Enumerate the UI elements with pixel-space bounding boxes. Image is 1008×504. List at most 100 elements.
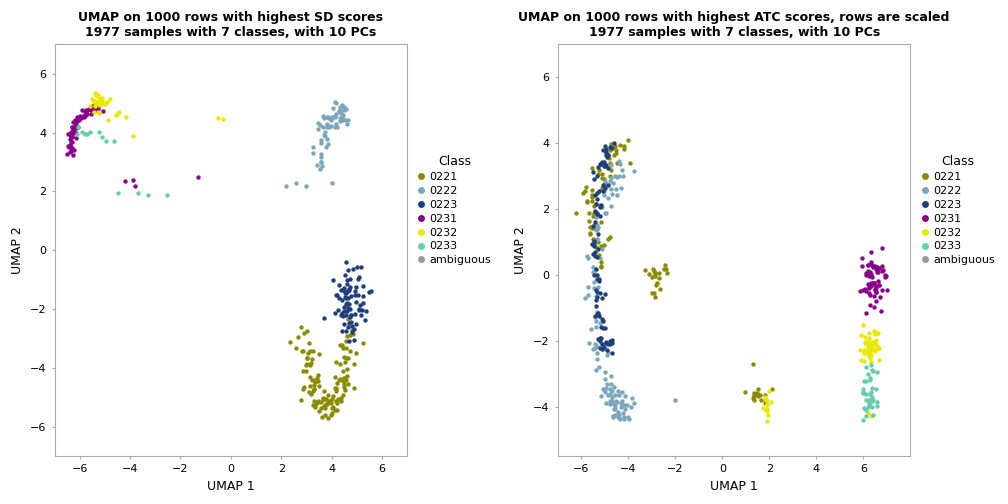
Point <box>67 147 83 155</box>
Point <box>335 344 351 352</box>
Point <box>70 117 86 125</box>
Point <box>328 384 344 392</box>
Point <box>602 143 618 151</box>
Point <box>313 413 330 421</box>
Point <box>601 154 617 162</box>
Point <box>66 118 82 126</box>
Point <box>871 356 887 364</box>
Point <box>667 396 683 404</box>
Point <box>347 287 363 295</box>
Point <box>597 176 613 184</box>
Point <box>324 116 340 124</box>
Point <box>321 112 337 120</box>
Point <box>294 385 310 393</box>
Point <box>594 245 610 253</box>
Point <box>753 396 769 404</box>
Point <box>865 280 881 288</box>
Point <box>592 337 608 345</box>
Point <box>593 160 609 168</box>
Point <box>746 389 762 397</box>
Point <box>600 351 616 359</box>
Point <box>757 391 773 399</box>
Point <box>609 398 625 406</box>
Point <box>869 266 885 274</box>
Point <box>862 390 878 398</box>
Point <box>331 375 347 384</box>
Point <box>330 396 346 404</box>
Point <box>615 409 631 417</box>
Point <box>91 128 107 136</box>
Point <box>759 407 775 415</box>
Point <box>94 94 110 102</box>
Point <box>658 266 674 274</box>
Point <box>866 346 882 354</box>
Point <box>858 390 874 398</box>
Point <box>855 385 871 393</box>
Point <box>853 331 869 339</box>
Point <box>759 401 775 409</box>
Point <box>591 238 607 246</box>
Point <box>586 278 602 286</box>
Point <box>84 103 100 111</box>
Point <box>342 347 358 355</box>
Point <box>856 346 872 354</box>
Point <box>589 235 605 243</box>
Point <box>589 293 605 301</box>
Point <box>338 105 354 113</box>
Point <box>343 311 359 320</box>
Point <box>595 345 611 353</box>
Point <box>598 324 614 332</box>
Point <box>333 341 349 349</box>
Point <box>318 143 334 151</box>
Point <box>334 310 350 319</box>
Point <box>589 355 605 363</box>
Point <box>320 123 336 132</box>
Point <box>866 279 882 287</box>
Point <box>94 97 110 105</box>
Point <box>334 394 350 402</box>
Point <box>87 106 103 114</box>
Point <box>870 268 886 276</box>
Point <box>352 273 368 281</box>
Point <box>309 397 326 405</box>
Point <box>348 320 364 328</box>
Point <box>586 284 602 292</box>
Point <box>585 224 601 232</box>
Point <box>864 366 880 374</box>
Point <box>604 397 620 405</box>
Point <box>324 178 340 186</box>
Point <box>316 394 332 402</box>
Point <box>867 285 883 293</box>
Point <box>580 252 596 260</box>
Point <box>61 129 78 137</box>
Point <box>594 294 610 302</box>
Point <box>329 123 345 131</box>
Point <box>341 319 357 327</box>
Point <box>863 344 879 352</box>
Point <box>652 285 668 293</box>
Point <box>650 269 666 277</box>
Point <box>593 259 609 267</box>
X-axis label: UMAP 1: UMAP 1 <box>711 480 758 493</box>
Point <box>216 115 232 123</box>
Point <box>647 272 663 280</box>
Point <box>647 269 663 277</box>
Point <box>598 339 614 347</box>
Point <box>336 320 352 328</box>
Point <box>588 317 604 325</box>
Point <box>608 146 624 154</box>
Point <box>306 386 323 394</box>
Point <box>590 342 606 350</box>
Point <box>78 107 94 115</box>
Point <box>336 116 352 124</box>
Point <box>337 116 353 124</box>
Point <box>584 164 600 172</box>
Point <box>582 223 598 231</box>
Point <box>587 340 603 348</box>
Point <box>90 104 106 112</box>
Point <box>97 100 113 108</box>
Point <box>874 244 890 252</box>
Point <box>304 387 321 395</box>
Point <box>588 324 604 332</box>
Point <box>336 302 352 310</box>
